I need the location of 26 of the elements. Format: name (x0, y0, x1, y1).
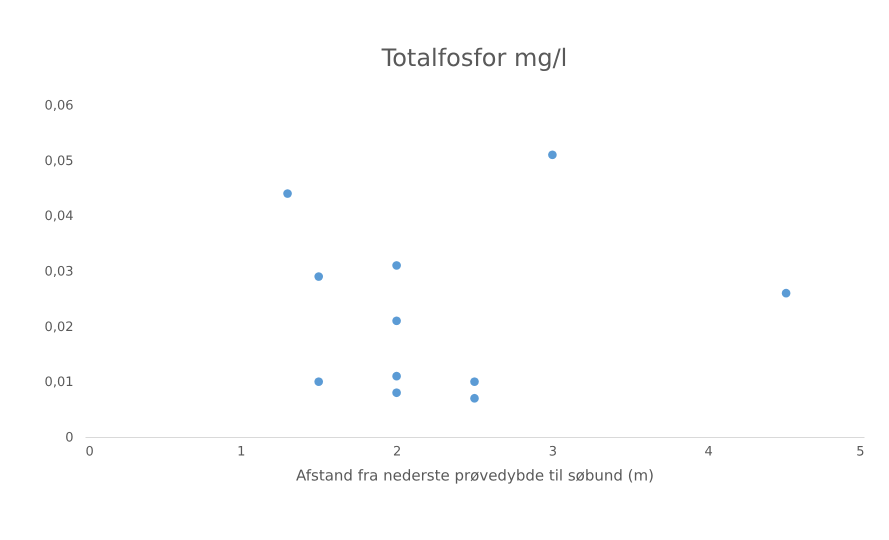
point (314, 377, 324, 386)
chart-title: Totalfosfor mg/l (380, 44, 568, 72)
x-axis-title: Afstand fra nederste prøvedybde til søbund (m) (296, 466, 654, 484)
y-tick-label: 0,05 (44, 154, 74, 169)
point (392, 261, 401, 270)
y-tick-label: 0,04 (44, 209, 74, 224)
point (392, 372, 401, 380)
x-tick-label: 5 (856, 444, 864, 460)
x-tick-label: 0 (86, 444, 94, 460)
y-tick-label: 0,06 (44, 98, 74, 114)
y-tick-label: 0,03 (44, 264, 74, 280)
point (392, 388, 401, 398)
point (283, 189, 292, 198)
y-tick-label: 0,02 (44, 320, 74, 335)
x-tick-label: 1 (237, 444, 246, 460)
x-tick-label: 2 (392, 444, 402, 460)
point (314, 272, 324, 281)
point (782, 288, 790, 298)
point (470, 377, 479, 386)
x-tick-label: 3 (548, 444, 558, 460)
point (470, 394, 479, 403)
point (392, 316, 401, 326)
y-tick-label: 0 (65, 430, 74, 446)
x-tick-label: 4 (704, 444, 713, 460)
point (548, 150, 557, 160)
y-tick-label: 0,01 (44, 375, 74, 390)
